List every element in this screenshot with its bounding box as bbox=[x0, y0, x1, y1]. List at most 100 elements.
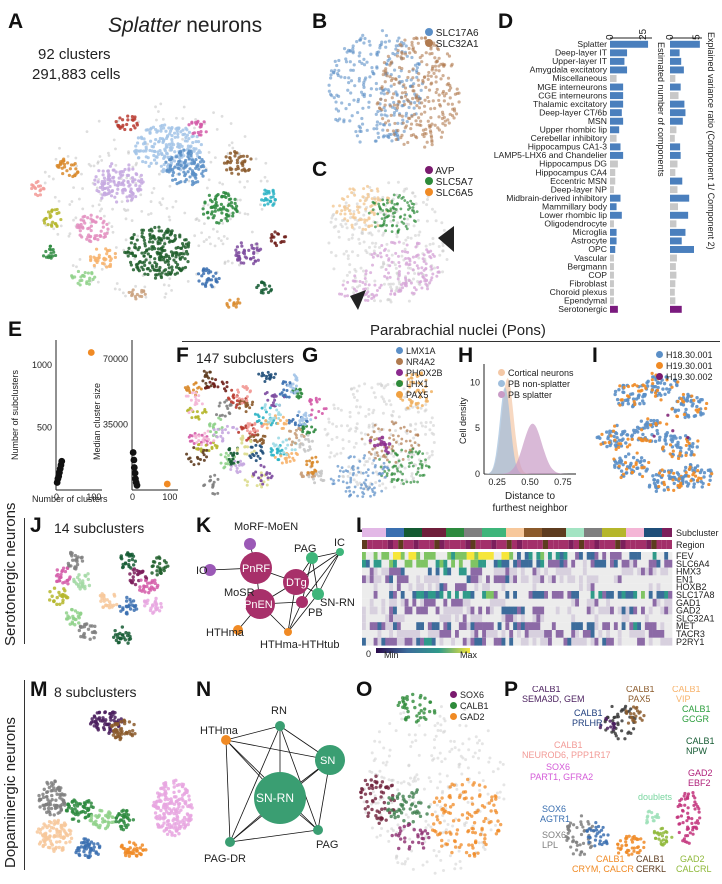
tick-label: 1000 bbox=[32, 360, 52, 370]
slc32a1-point bbox=[414, 119, 418, 123]
subcluster-point bbox=[202, 458, 206, 462]
slc32a1-point bbox=[419, 112, 424, 116]
subcluster-point bbox=[65, 595, 70, 600]
lhx1-point bbox=[407, 465, 411, 468]
subcluster-point bbox=[125, 612, 129, 616]
cell-cluster-point bbox=[168, 132, 172, 136]
cell-cluster-point bbox=[171, 178, 175, 182]
cell-cluster-point bbox=[250, 243, 254, 247]
cell-cluster-point bbox=[234, 204, 239, 208]
slc32a1-point bbox=[420, 36, 424, 40]
subcluster-point bbox=[59, 572, 63, 577]
cell-cluster-point bbox=[161, 140, 165, 145]
phox2b-point bbox=[377, 437, 382, 441]
subcluster-point bbox=[293, 390, 297, 394]
slc32a1-point bbox=[386, 54, 391, 58]
subcluster-point bbox=[209, 430, 213, 434]
bar-components bbox=[610, 288, 614, 296]
subcluster-point bbox=[216, 491, 220, 495]
h19-001-point bbox=[632, 399, 636, 404]
cell-cluster-point bbox=[234, 167, 238, 171]
avp-point bbox=[379, 251, 383, 255]
slc5a7-point bbox=[398, 216, 402, 219]
category-label: MGE interneurons bbox=[537, 82, 607, 92]
slc17a6-point bbox=[337, 68, 341, 73]
subcluster-point bbox=[313, 481, 317, 485]
background-point bbox=[430, 416, 434, 420]
cell-cluster-point bbox=[152, 158, 157, 162]
subcluster-point bbox=[234, 464, 238, 468]
background-point bbox=[371, 411, 375, 415]
cell-cluster-point bbox=[235, 158, 239, 162]
region-bar bbox=[542, 540, 548, 549]
cell-cluster-point bbox=[141, 159, 145, 164]
h19-001-point bbox=[625, 467, 629, 471]
slc32a1-point bbox=[439, 77, 443, 81]
background-point bbox=[357, 411, 361, 415]
subcluster-point bbox=[156, 583, 160, 588]
slc6a5-point bbox=[361, 227, 365, 231]
panel-c-legend: AVP SLC5A7 SLC6A5 bbox=[425, 166, 473, 199]
slc17a6-point bbox=[375, 52, 379, 56]
lhx1-point bbox=[391, 465, 395, 469]
cell-point bbox=[260, 207, 264, 211]
avp-point bbox=[367, 283, 371, 287]
region-bar bbox=[382, 540, 388, 549]
h19-001-point bbox=[617, 445, 621, 449]
slc17a6-point bbox=[392, 113, 396, 117]
background-point bbox=[419, 406, 423, 410]
subcluster-point bbox=[306, 433, 310, 437]
background-point bbox=[340, 225, 344, 229]
slc17a6-point bbox=[384, 45, 388, 49]
lmx1a-point bbox=[345, 486, 349, 490]
h18-point bbox=[619, 469, 624, 473]
slc17a6-point bbox=[402, 99, 406, 104]
cell-cluster-point bbox=[158, 136, 162, 141]
avp-point bbox=[414, 245, 418, 249]
avp-point bbox=[408, 259, 412, 263]
lhx1-point bbox=[397, 459, 401, 463]
subcluster-bar bbox=[524, 528, 542, 537]
cell-cluster-point bbox=[194, 122, 199, 126]
background-point bbox=[353, 267, 357, 271]
h19-001-point bbox=[599, 442, 603, 446]
slc32a1-point bbox=[410, 114, 414, 118]
pax5-point bbox=[414, 372, 418, 376]
cell-cluster-point bbox=[177, 144, 181, 148]
slc5a7-point bbox=[404, 225, 408, 228]
avp-point bbox=[370, 253, 374, 257]
panel-b-letter: B bbox=[312, 10, 328, 33]
background-point bbox=[372, 408, 376, 412]
slc32a1-point bbox=[376, 101, 380, 105]
subcluster-point bbox=[67, 577, 72, 581]
slc6a5-point bbox=[335, 209, 339, 213]
subcluster-point bbox=[273, 455, 277, 459]
category-label: Hippocampus DG bbox=[539, 159, 607, 169]
avp-point bbox=[369, 271, 373, 275]
slc32a1-point bbox=[437, 69, 441, 73]
panel-d-letter: D bbox=[498, 10, 514, 33]
h19-001-point bbox=[628, 443, 632, 447]
h18-point bbox=[649, 418, 653, 423]
region-bar bbox=[646, 540, 652, 549]
axis-title-line-1: Distance to bbox=[505, 491, 555, 502]
cell-point bbox=[80, 172, 83, 176]
lhx1-point bbox=[406, 455, 410, 458]
category-label: Thalamic excitatory bbox=[533, 99, 608, 109]
slc32a1-point bbox=[415, 123, 419, 127]
avp-point bbox=[406, 250, 410, 254]
cell-point bbox=[81, 187, 84, 190]
region-bar bbox=[439, 540, 445, 549]
subcluster-point bbox=[275, 451, 279, 455]
background-point bbox=[355, 473, 359, 477]
cell-cluster-point bbox=[66, 161, 70, 165]
subcluster-point bbox=[302, 413, 306, 417]
pax5-point bbox=[419, 371, 423, 375]
background-point bbox=[346, 474, 350, 478]
cell-cluster-point bbox=[67, 173, 71, 178]
slc5a7-point bbox=[385, 215, 389, 219]
subcluster-point bbox=[314, 455, 318, 459]
avp-point bbox=[363, 277, 367, 281]
cell-cluster-point bbox=[242, 249, 247, 253]
cell-cluster-point bbox=[130, 115, 134, 119]
